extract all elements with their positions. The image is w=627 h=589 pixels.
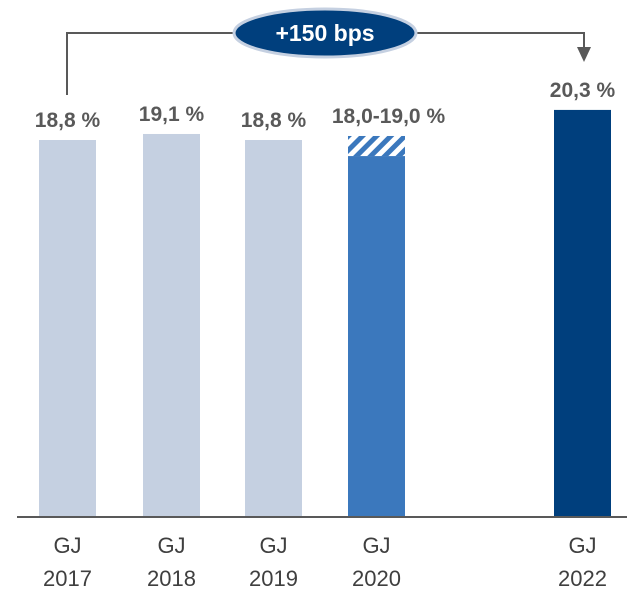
category-label-year: 2022 <box>558 566 607 589</box>
value-label: 18,8 % <box>241 109 307 132</box>
value-label: 18,0-19,0 % <box>332 105 446 128</box>
bar-gj-2020-range <box>348 135 405 157</box>
bar-gj-2018 <box>143 133 200 517</box>
value-label: 20,3 % <box>550 79 616 102</box>
category-label-prefix: GJ <box>568 533 596 558</box>
annotation-label: +150 bps <box>275 20 374 46</box>
category-label-year: 2020 <box>352 566 401 589</box>
value-label: 18,8 % <box>35 109 101 132</box>
bar-gj-2020-low <box>348 156 405 518</box>
category-label-prefix: GJ <box>259 533 287 558</box>
category-label-year: 2017 <box>43 566 92 589</box>
bar-gj-2017 <box>39 140 96 517</box>
bracket-connector <box>66 32 585 95</box>
bar-gj-2022 <box>554 109 611 517</box>
value-label: 19,1 % <box>139 103 205 126</box>
bar-gj-2019 <box>245 140 302 517</box>
category-label-prefix: GJ <box>362 533 390 558</box>
category-label-year: 2018 <box>147 566 196 589</box>
category-label-year: 2019 <box>249 566 298 589</box>
bracket-arrowhead <box>577 47 591 62</box>
category-label-prefix: GJ <box>157 533 185 558</box>
category-label-prefix: GJ <box>53 533 81 558</box>
annotation-badge <box>232 7 418 59</box>
